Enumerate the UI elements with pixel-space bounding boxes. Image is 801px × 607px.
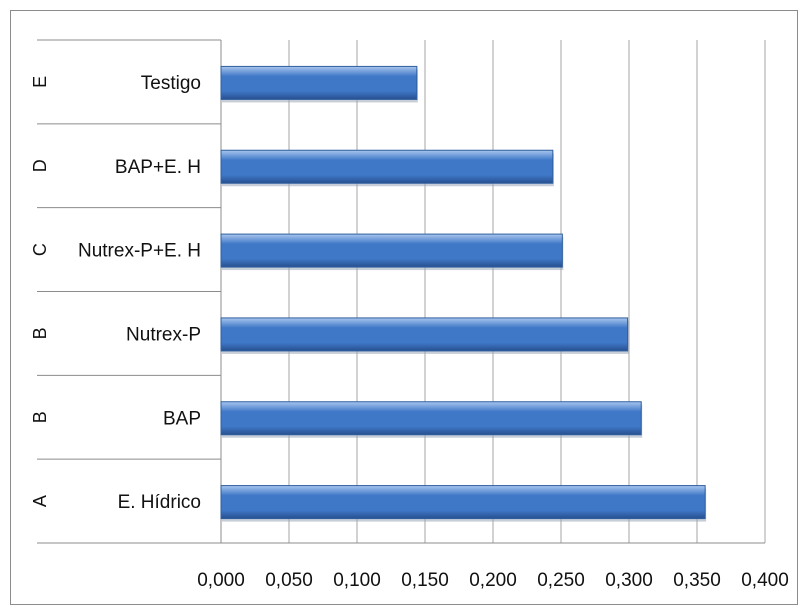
x-tick-label: 0,350: [673, 570, 721, 591]
group-label: B: [30, 327, 50, 339]
category-label: Nutrex-P: [126, 324, 201, 345]
bar: [220, 233, 564, 271]
axes: [37, 39, 765, 544]
bar: [220, 317, 629, 354]
bar-rect: [220, 233, 563, 268]
bar-rect: [220, 401, 642, 436]
group-label: E: [30, 76, 50, 88]
group-label: B: [30, 411, 50, 423]
x-tick-label: 0,000: [197, 570, 245, 591]
x-tick-label: 0,250: [537, 570, 585, 591]
gridlines: [288, 40, 766, 543]
category-label: BAP: [163, 408, 201, 429]
x-tick-label: 0,150: [401, 570, 449, 591]
group-label: A: [30, 495, 50, 507]
x-tick-label: 0,050: [265, 570, 313, 591]
category-labels: E. Hídrico A BAP B Nutrex-P B Nutrex-P+E. H C BA…: [30, 73, 201, 513]
x-tick-label: 0,200: [469, 570, 517, 591]
bar-rect: [220, 317, 629, 352]
category-label: BAP+E. H: [115, 157, 201, 178]
bar: [220, 65, 418, 103]
group-label: C: [30, 243, 50, 256]
bar: [220, 485, 707, 522]
x-tick-label: 0,400: [741, 570, 789, 591]
category-label: Nutrex-P+E. H: [78, 241, 201, 262]
category-label: Testigo: [141, 73, 201, 94]
x-tick-label: 0,300: [605, 570, 653, 591]
bar: [220, 149, 554, 187]
group-label: D: [30, 159, 50, 172]
category-label: E. Hídrico: [118, 492, 201, 513]
bar-rect: [220, 149, 554, 184]
x-tick-labels: 0,000 0,050 0,100 0,150 0,200 0,250 0,300 0,350…: [197, 570, 789, 591]
bars: [220, 65, 707, 522]
x-tick-label: 0,100: [333, 570, 381, 591]
bar: [220, 401, 643, 438]
bar-rect: [220, 485, 706, 520]
bar-rect: [220, 65, 418, 100]
